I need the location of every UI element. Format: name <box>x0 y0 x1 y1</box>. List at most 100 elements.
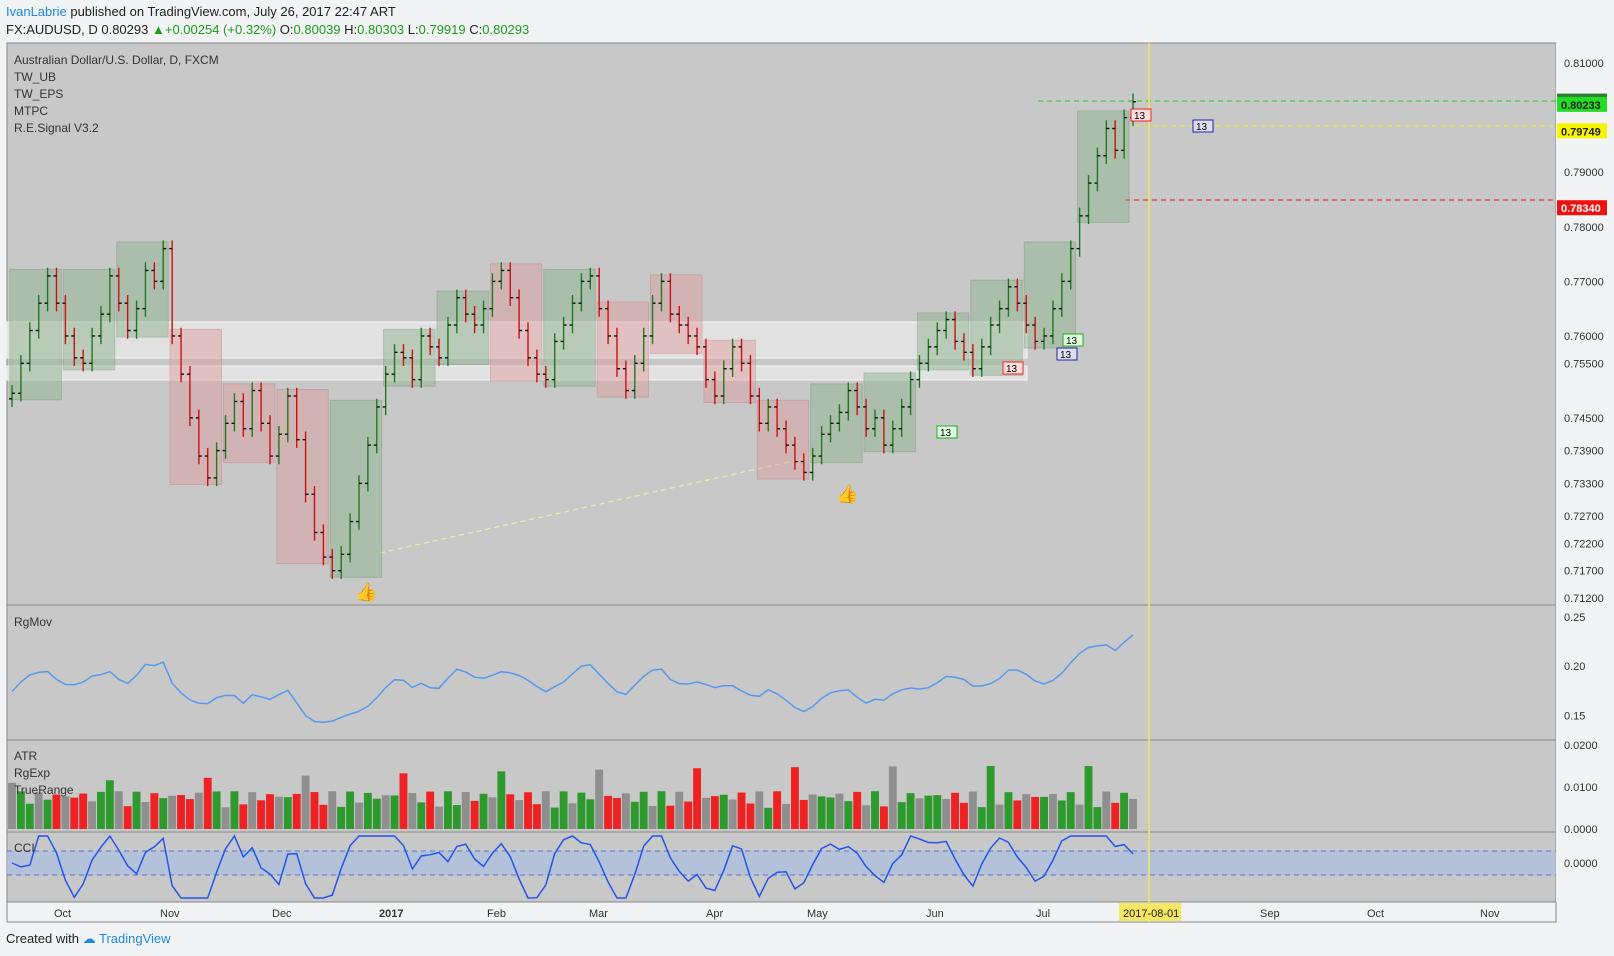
price-tick-label: 0.74500 <box>1564 413 1604 425</box>
atr-bar <box>88 801 97 829</box>
atr-bar <box>274 796 283 829</box>
atr-bar <box>203 777 212 829</box>
atr-bar <box>132 791 141 829</box>
atr-bar <box>835 793 844 829</box>
atr-bar <box>1102 791 1111 829</box>
atr-bar <box>426 791 435 829</box>
atr-bar <box>479 793 488 829</box>
signal-box <box>756 399 810 480</box>
atr-bar <box>79 793 88 829</box>
atr-bar <box>915 798 924 829</box>
signal-box <box>1077 110 1130 223</box>
symbol: FX:AUDUSD, D <box>6 22 98 37</box>
atr-bar <box>8 782 16 829</box>
atr-bar <box>443 791 452 829</box>
svg-text:13: 13 <box>940 428 952 439</box>
atr-bar <box>826 797 835 829</box>
time-tick-label: Mar <box>589 908 608 920</box>
time-tick-label: Oct <box>54 908 71 920</box>
atr-bar <box>515 800 524 829</box>
signal-box <box>62 268 116 371</box>
signal-box <box>329 399 383 578</box>
atr-bar <box>1013 800 1022 829</box>
atr-bar <box>621 793 630 829</box>
resistance-zone <box>6 321 1028 359</box>
atr-bar <box>239 804 248 829</box>
svg-text:13: 13 <box>1134 111 1146 122</box>
signal-box <box>863 372 916 453</box>
atr-tick-label: 0.0100 <box>1564 782 1598 794</box>
author-link[interactable]: IvanLabrie <box>6 4 67 19</box>
price-tick-label: 0.72200 <box>1564 538 1604 550</box>
price-label-text: 0.79749 <box>1561 126 1601 138</box>
price-tick-label: 0.77000 <box>1564 276 1604 288</box>
atr-bar <box>639 791 648 829</box>
price-tick-label: 0.71700 <box>1564 566 1604 578</box>
atr-bar <box>372 798 381 829</box>
signal-badge-4: 13 <box>936 425 958 439</box>
cursor-date-label: 2017-08-01 <box>1123 908 1179 920</box>
cursor-date-box <box>1119 903 1181 921</box>
price-label-text: 0.78340 <box>1561 203 1601 215</box>
trendline[interactable] <box>379 454 821 554</box>
price-label-text: 0.80233 <box>1561 100 1601 112</box>
atr-pane[interactable] <box>6 739 1557 833</box>
atr-tick-label: 0.0000 <box>1564 824 1598 836</box>
legend-item: Australian Dollar/U.S. Dollar, D, FXCM <box>14 53 219 67</box>
signal-box <box>276 388 329 565</box>
atr-bar <box>906 793 915 829</box>
svg-text:13: 13 <box>1006 364 1018 375</box>
atr-bar <box>684 801 693 829</box>
legend-item: TW_UB <box>14 70 56 84</box>
atr-bar <box>1120 792 1129 829</box>
atr-bar <box>230 791 239 829</box>
rgmov-pane[interactable] <box>6 604 1557 741</box>
atr-bar <box>1075 804 1084 829</box>
atr-bar <box>586 799 595 829</box>
atr-bar <box>1129 798 1137 829</box>
legend-item: R.E.Signal V3.2 <box>14 121 99 135</box>
atr-bar <box>390 795 399 829</box>
high-label: H: <box>344 22 358 37</box>
signal-box <box>116 241 169 338</box>
atr-bar <box>470 800 479 829</box>
tradingview-cloud-icon: ☁ <box>82 931 96 946</box>
atr-bar <box>595 769 604 829</box>
atr-bar <box>52 794 61 829</box>
time-tick-label: Dec <box>272 908 292 920</box>
cci-line <box>11 834 1134 899</box>
atr-bar <box>408 793 417 829</box>
rgmov-label: RgMov <box>14 615 52 629</box>
atr-bar <box>70 797 79 829</box>
atr-bar <box>363 792 372 829</box>
time-tick-label: May <box>807 908 828 920</box>
signal-badge-2: 13 <box>1056 347 1078 361</box>
time-axis[interactable] <box>6 901 1557 923</box>
price-axis[interactable]: 0.81000 0.79000 0.78000 0.77000 0.76000 0.755… <box>1564 58 1604 605</box>
atr-bar <box>871 791 879 829</box>
atr-bars <box>8 766 1137 829</box>
time-tick-label: Nov <box>160 908 180 920</box>
atr-bar <box>799 799 808 829</box>
atr-bar <box>257 800 266 829</box>
atr-bar <box>550 807 559 829</box>
atr-bar <box>746 803 755 829</box>
open-value: 0.80039 <box>293 22 341 37</box>
atr-bar <box>782 803 790 829</box>
created-with: Created with <box>6 931 79 946</box>
atr-bar <box>764 807 773 829</box>
atr-bar <box>613 797 621 829</box>
tradingview-link[interactable]: TradingView <box>99 931 171 946</box>
atr-bar <box>1048 794 1057 829</box>
atr-bar <box>150 793 159 829</box>
atr-bar <box>524 792 532 829</box>
atr-bar <box>16 791 25 829</box>
thumbs-up-icon: 👍 <box>355 581 377 602</box>
atr-label: ATR <box>14 749 37 763</box>
price-label-box <box>1557 200 1607 216</box>
price-tick-label: 0.71200 <box>1564 593 1604 605</box>
atr-bar <box>1084 766 1093 829</box>
atr-bar <box>185 799 194 829</box>
